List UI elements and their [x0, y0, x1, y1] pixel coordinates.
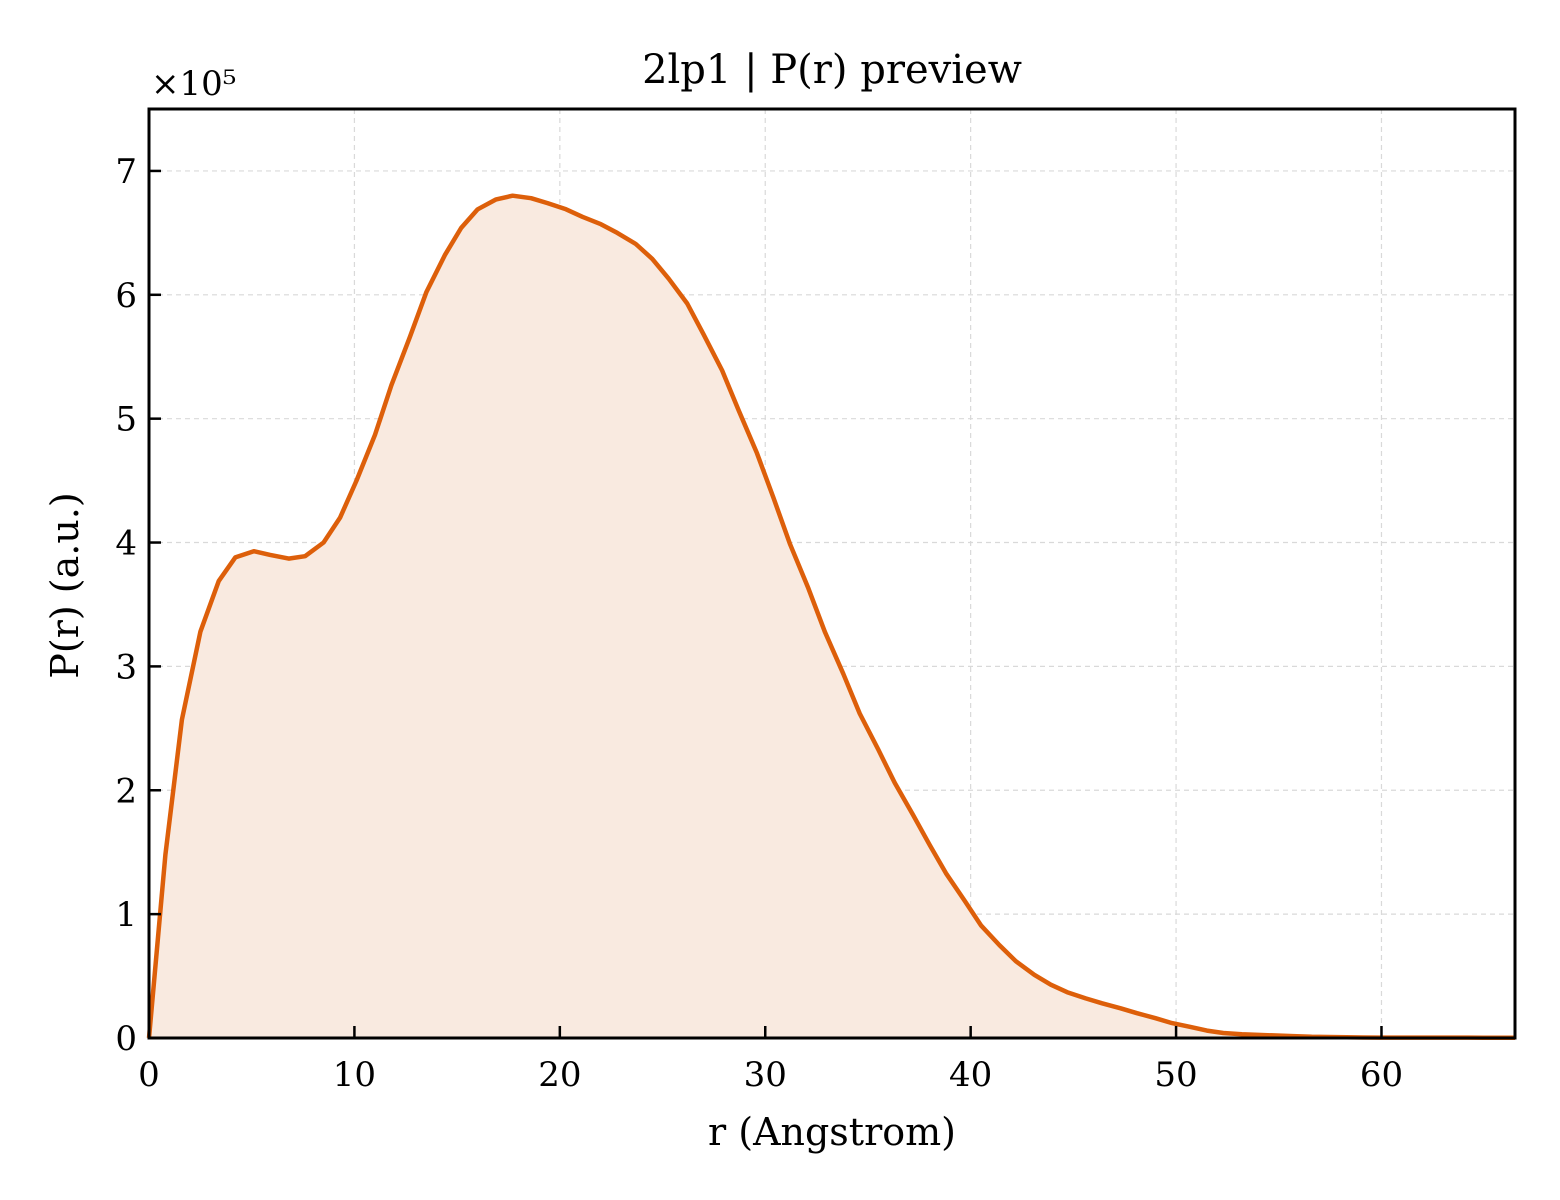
y-tick-label: 6 — [115, 276, 137, 316]
y-tick-label: 2 — [115, 771, 137, 811]
x-tick-label: 50 — [1154, 1055, 1197, 1095]
plot-frame — [147, 107, 1517, 1040]
y-axis-multiplier: ×10⁵ — [151, 64, 236, 104]
y-tick-label: 3 — [115, 647, 137, 687]
y-tick-label: 7 — [115, 152, 137, 192]
x-tick-label: 0 — [138, 1055, 160, 1095]
x-tick-label: 20 — [538, 1055, 581, 1095]
x-axis-label: r (Angstrom) — [708, 1110, 956, 1154]
x-tick-label: 40 — [949, 1055, 992, 1095]
area-fill — [149, 195, 1515, 1038]
y-tick-label: 0 — [115, 1019, 137, 1059]
series-line — [146, 193, 1515, 1041]
x-tick-label: 60 — [1360, 1055, 1403, 1095]
chart-title: 2lp1 | P(r) preview — [642, 47, 1022, 93]
y-tick-label: 1 — [115, 895, 137, 935]
y-tick-label: 4 — [115, 524, 137, 564]
x-tick-label: 10 — [333, 1055, 376, 1095]
ticks: 0 10 20 30 40 50 60 0 1 2 3 4 5 6 7 — [115, 152, 1403, 1095]
x-tick-label: 30 — [744, 1055, 787, 1095]
y-axis-label: P(r) (a.u.) — [43, 492, 87, 678]
y-tick-label: 5 — [115, 400, 137, 440]
